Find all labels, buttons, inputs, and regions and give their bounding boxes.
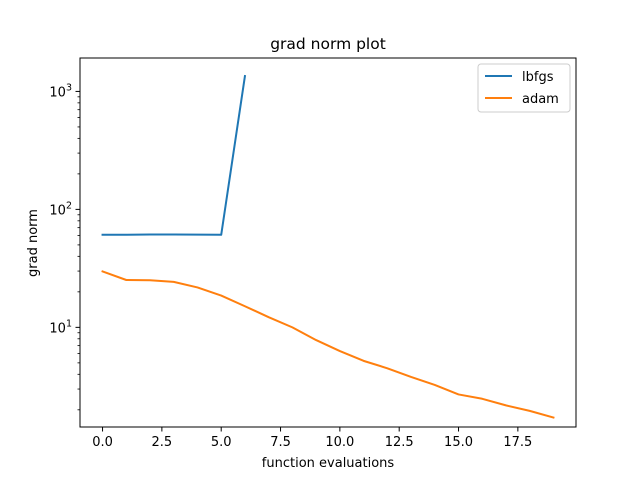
- x-tick-label: 5.0: [211, 435, 232, 450]
- x-tick-label: 2.5: [152, 435, 173, 450]
- x-tick-label: 10.0: [325, 435, 354, 450]
- y-tick-label: 103: [49, 82, 72, 100]
- legend: lbfgs adam: [477, 63, 571, 113]
- y-axis-label: grad norm: [26, 209, 41, 277]
- plot-area: 0.0 2.5 5.0 7.5 10.0 12.5 15.0 17.5 101 102 103 lbf…: [49, 57, 577, 450]
- x-tick-label: 7.5: [270, 435, 291, 450]
- x-tick-label: 0.0: [92, 435, 113, 450]
- y-tick-label: 102: [49, 200, 72, 218]
- series-line-lbfgs: [101, 74, 247, 236]
- legend-label-adam: adam: [522, 92, 559, 107]
- plot-frame: [79, 57, 577, 428]
- x-tick-label: 15.0: [444, 435, 473, 450]
- legend-label-lbfgs: lbfgs: [522, 70, 554, 85]
- series-line-adam: [101, 270, 555, 419]
- x-axis-label: function evaluations: [262, 456, 395, 471]
- y-tick-label: 101: [49, 318, 72, 336]
- chart-title: grad norm plot: [270, 35, 386, 53]
- x-tick-label: 17.5: [503, 435, 532, 450]
- x-tick-label: 12.5: [385, 435, 414, 450]
